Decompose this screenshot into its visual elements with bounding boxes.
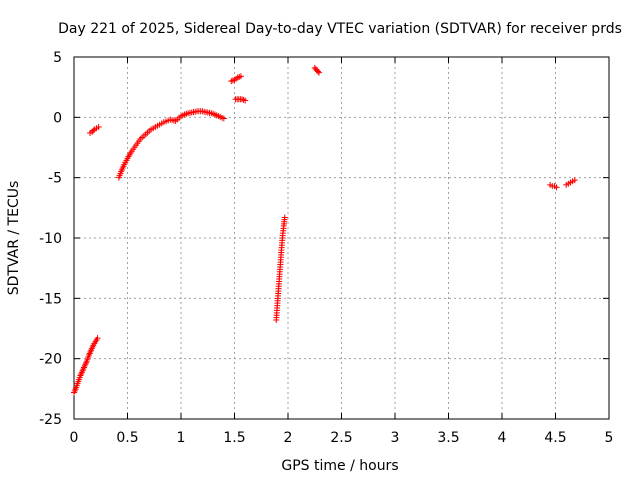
data-point-marker bbox=[90, 127, 97, 134]
x-tick-label: 4 bbox=[498, 430, 507, 446]
x-tick-label: 2.5 bbox=[330, 430, 352, 446]
x-tick-label: 3 bbox=[391, 430, 400, 446]
x-tick-label: 0.5 bbox=[116, 430, 138, 446]
chart-title: Day 221 of 2025, Sidereal Day-to-day VTE… bbox=[58, 21, 622, 37]
y-tick-label: 0 bbox=[53, 110, 62, 126]
data-point-marker bbox=[95, 123, 102, 130]
tick-layer: 0 0.5 1 1.5 2 2.5 3 3.5 4 4.5 5 5 0 -5 -10 -15 -20 -25 bbox=[39, 50, 613, 446]
y-tick-label: -10 bbox=[39, 231, 62, 247]
series-arc-6 bbox=[273, 214, 288, 324]
x-tick-label: 4.5 bbox=[544, 430, 566, 446]
data-point-marker bbox=[571, 177, 578, 184]
data-points bbox=[71, 64, 578, 396]
data-point-marker bbox=[316, 69, 323, 76]
grid-layer bbox=[74, 57, 609, 419]
data-point-marker bbox=[220, 115, 227, 122]
series-arc-3 bbox=[115, 108, 227, 181]
x-tick-label: 5 bbox=[605, 430, 614, 446]
y-tick-label: -5 bbox=[48, 171, 62, 187]
series-arc-8 bbox=[547, 181, 560, 191]
y-tick-label: -25 bbox=[39, 412, 62, 428]
series-arc-4 bbox=[228, 73, 244, 85]
data-point-marker bbox=[553, 184, 560, 191]
data-point-marker bbox=[314, 68, 321, 75]
data-point-marker bbox=[94, 335, 101, 342]
y-axis-label: SDTVAR / TECUs bbox=[6, 181, 22, 296]
x-axis-label: GPS time / hours bbox=[281, 458, 398, 474]
x-tick-label: 1 bbox=[177, 430, 186, 446]
x-tick-label: 2 bbox=[284, 430, 293, 446]
y-tick-label: -20 bbox=[39, 352, 62, 368]
y-tick-label: -15 bbox=[39, 291, 62, 307]
x-tick-label: 0 bbox=[70, 430, 79, 446]
series-arc-2 bbox=[87, 123, 102, 137]
series-arc-9 bbox=[563, 177, 578, 188]
data-point-marker bbox=[242, 97, 249, 104]
data-point-marker bbox=[281, 214, 288, 221]
series-arc-1 bbox=[71, 335, 101, 396]
x-tick-label: 1.5 bbox=[223, 430, 245, 446]
x-tick-label: 3.5 bbox=[437, 430, 459, 446]
y-tick-label: 5 bbox=[53, 50, 62, 66]
data-point-marker bbox=[237, 73, 244, 80]
series-arc-7 bbox=[311, 64, 323, 76]
series-arc-5 bbox=[232, 96, 249, 104]
